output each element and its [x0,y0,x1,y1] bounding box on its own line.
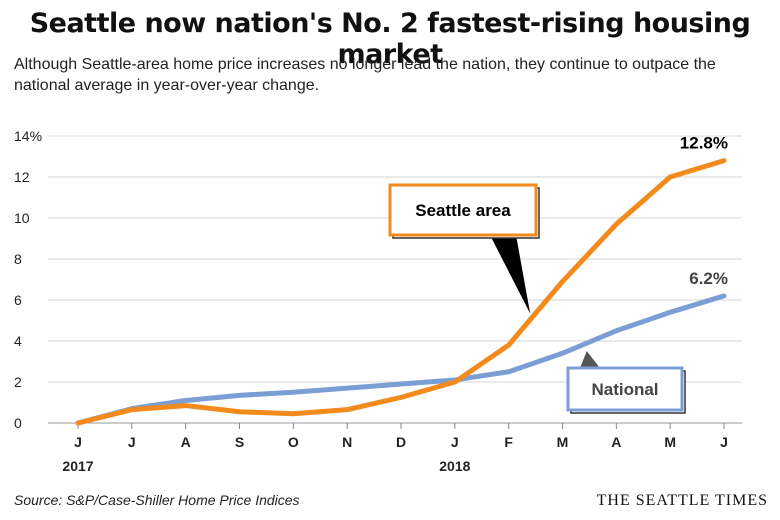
year-label: 2017 [62,458,93,474]
x-tick-label: D [396,434,406,450]
callout-box [566,366,684,412]
chart-subtitle: Although Seattle-area home price increas… [14,56,716,94]
source-note: Source: S&P/Case-Shiller Home Price Indi… [14,492,300,508]
y-tick-label: 0 [14,415,22,431]
x-tick-label: J [128,434,136,450]
y-tick-label: 4 [14,333,22,349]
seattle-area-callout: Seattle area [388,183,540,314]
x-axis: J J A S O N D J F M A M J 2017 2018 [62,423,728,474]
y-tick-label: 12 [14,169,30,185]
callout-label: National [591,380,658,399]
year-label: 2018 [439,458,470,474]
end-value-label: 6.2% [689,269,728,288]
callout-pointer [490,235,531,314]
x-tick-label: A [611,434,621,450]
seattle-area-line [75,158,727,426]
series-lines [75,158,727,426]
x-tick-label: A [181,434,191,450]
y-tick-label: 8 [14,251,22,267]
x-tick-label: F [504,434,513,450]
callout-label: Seattle area [415,201,511,220]
series-callouts: National Seattle area [388,183,686,414]
y-tick-label: 2 [14,374,22,390]
callout-pointer [580,351,600,368]
y-tick-label: 10 [14,210,30,226]
y-axis-labels: 0 2 4 6 8 10 12 14% [14,128,42,431]
x-tick-label: M [557,434,569,450]
x-tick-label: M [664,434,676,450]
x-tick-label: J [74,434,82,450]
x-tick-label: N [342,434,352,450]
callout-box [388,183,538,237]
x-tick-label: S [235,434,244,450]
x-tick-label: J [720,434,728,450]
y-tick-label: 14% [14,128,42,144]
publisher-logo: THE SEATTLE TIMES [596,492,768,509]
end-labels: 6.2% 12.8% [680,134,728,288]
y-tick-label: 6 [14,292,22,308]
national-callout: National [566,351,686,414]
end-value-label: 12.8% [680,134,728,153]
chart-title: Seattle now nation's No. 2 fastest-risin… [29,8,751,70]
national-line [75,293,727,426]
x-tick-label: O [288,434,299,450]
x-tick-label: J [451,434,459,450]
